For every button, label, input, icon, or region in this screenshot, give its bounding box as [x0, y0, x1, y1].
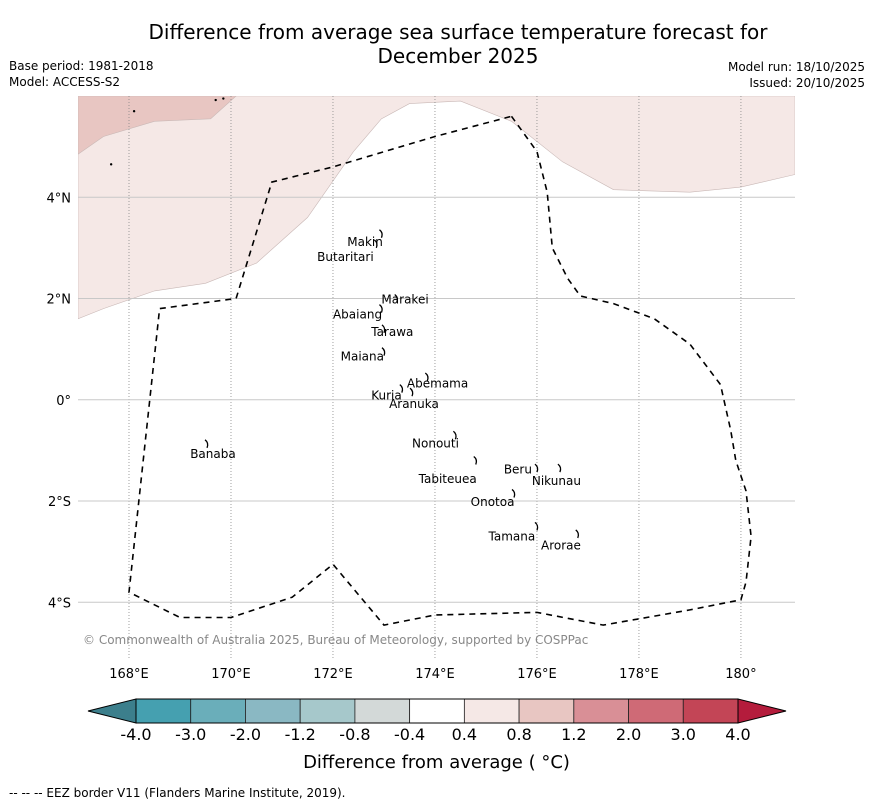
colorbar-tick-label: 0.4: [452, 725, 477, 744]
anomaly-region: [78, 96, 237, 155]
copyright-text: © Commonwealth of Australia 2025, Bureau…: [83, 633, 588, 647]
island-tamana-outline: [534, 521, 539, 531]
islet-marker: [132, 109, 136, 113]
island-label-tarawa: Tarawa: [370, 325, 413, 339]
colorbar-bin: [628, 698, 684, 724]
title-line-1: Difference from average sea surface temp…: [148, 20, 768, 44]
y-tick-label: 4°S: [48, 596, 71, 611]
islet-marker: [222, 97, 225, 100]
x-tick-label: 178°E: [619, 667, 659, 682]
colorbar-tick-label: 3.0: [671, 725, 696, 744]
colorbar-tick-label: -1.2: [285, 725, 316, 744]
meta-right: Model run: 18/10/2025 Issued: 20/10/2025: [728, 59, 865, 91]
eez-border: [128, 115, 752, 626]
colorbar-tick-label: 4.0: [725, 725, 750, 744]
island-label-arorae: Arorae: [541, 539, 581, 553]
island-label-tabiteuea: Tabiteuea: [418, 472, 477, 486]
title-line-2: December 2025: [377, 44, 539, 68]
base-period: Base period: 1981-2018: [9, 59, 154, 73]
x-tick-label: 170°E: [211, 667, 251, 682]
y-tick-label: 4°N: [47, 191, 72, 206]
colorbar-bin: [463, 698, 520, 724]
colorbar-bin: [518, 698, 575, 724]
colorbar-tick-label: -2.0: [230, 725, 261, 744]
colorbar-over-arrow: [737, 698, 787, 724]
colorbar-tick-label: 1.2: [561, 725, 586, 744]
island-label-makin: Makin: [347, 235, 383, 249]
island-label-nonouti: Nonouti: [412, 436, 459, 450]
x-tick-label: 168°E: [109, 667, 149, 682]
colorbar-bin: [409, 698, 465, 724]
colorbar-bin: [573, 698, 629, 724]
colorbar-tick-label: -0.4: [394, 725, 425, 744]
colorbar-bin: [354, 698, 411, 724]
x-tick-label: 176°E: [517, 667, 557, 682]
colorbar-tick-label: 2.0: [616, 725, 641, 744]
island-tarawa-outline: [381, 324, 386, 334]
island-label-aranuka: Aranuka: [389, 397, 439, 411]
island-label-marakei: Marakei: [381, 293, 428, 307]
island-butaritari-outline: [373, 239, 378, 249]
colorbar-label: Difference from average ( °C): [303, 752, 570, 773]
island-label-maiana: Maiana: [341, 350, 384, 364]
anomaly-region: [78, 96, 795, 320]
island-nikunau-outline: [557, 463, 562, 473]
island-label-abaiang: Abaiang: [333, 308, 382, 322]
island-kuria-outline: [399, 384, 404, 393]
island-abemama-outline: [424, 372, 429, 382]
island-label-onotoa: Onotoa: [471, 495, 515, 509]
colorbar-under-arrow: [87, 698, 137, 724]
y-tick-label: 2°S: [48, 495, 71, 510]
island-tabiteuea-outline: [473, 456, 478, 465]
island-label-kuria: Kuria: [371, 389, 402, 403]
colorbar-bin: [682, 698, 739, 724]
island-label-nikunau: Nikunau: [532, 474, 581, 488]
eez-legend-note: -- -- -- EEZ border V11 (Flanders Marine…: [9, 786, 346, 800]
island-label-butaritari: Butaritari: [317, 250, 374, 264]
x-tick-label: 172°E: [313, 667, 353, 682]
islet-marker: [109, 163, 113, 166]
colorbar-bin: [245, 698, 301, 724]
chart-title: Difference from average sea surface temp…: [0, 20, 873, 68]
y-tick-label: 0°: [56, 394, 71, 409]
x-tick-label: 174°E: [415, 667, 455, 682]
island-label-abemama: Abemama: [407, 377, 468, 391]
island-maiana-outline: [381, 347, 386, 356]
colorbar-bin: [299, 698, 356, 724]
island-abaiang-outline: [379, 304, 383, 313]
island-label-beru: Beru: [504, 463, 532, 477]
colorbar: -4.0 -3.0 -2.0 -1.2 -0.8 -0.4 0.4 0.8 1.2 2.0 3.0 4…: [87, 698, 787, 744]
meta-left: Base period: 1981-2018 Model: ACCESS-S2: [9, 58, 154, 90]
model-run: Model run: 18/10/2025: [727, 60, 865, 74]
colorbar-bin: [135, 698, 192, 724]
island-marakei-outline: [394, 294, 399, 303]
colorbar-tick-label: -0.8: [339, 725, 370, 744]
island-nonouti-outline: [452, 430, 457, 440]
colorbar-tick-label: -4.0: [120, 725, 151, 744]
colorbar-tick-label: 0.8: [506, 725, 531, 744]
island-onotoa-outline: [511, 488, 516, 498]
island-arorae-outline: [575, 529, 580, 539]
x-tick-label: 180°: [725, 667, 756, 682]
colorbar-bin: [190, 698, 246, 724]
island-aranuka-outline: [409, 387, 414, 397]
island-makin-outline: [379, 229, 383, 238]
island-beru-outline: [534, 463, 539, 473]
islet-marker: [214, 98, 217, 102]
model-name: Model: ACCESS-S2: [9, 75, 121, 89]
colorbar-tick-label: -3.0: [175, 725, 206, 744]
colorbar-frame: [135, 698, 739, 724]
island-label-banaba: Banaba: [190, 447, 236, 461]
y-tick-label: 2°N: [47, 293, 72, 308]
issued-date: Issued: 20/10/2025: [749, 76, 865, 90]
island-banaba-outline: [204, 439, 209, 449]
island-label-tamana: Tamana: [488, 529, 536, 543]
